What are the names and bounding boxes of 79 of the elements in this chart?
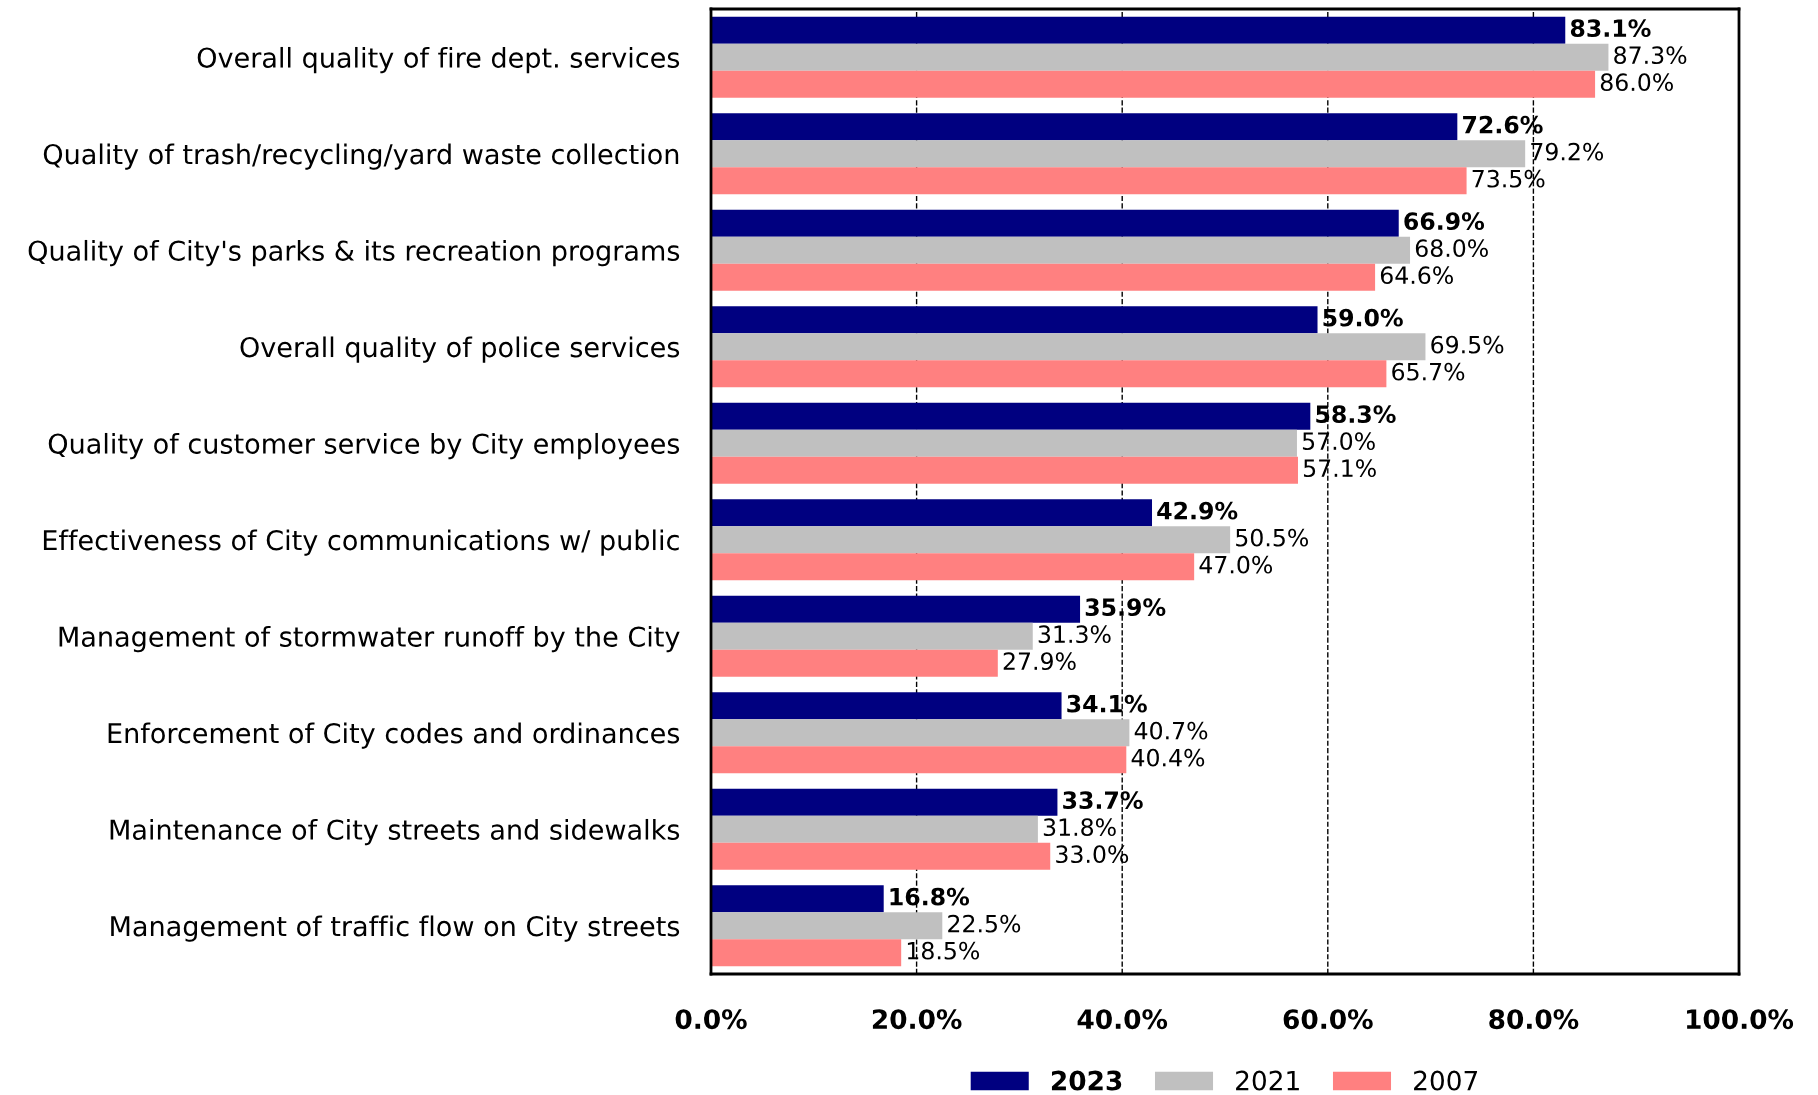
bar [711,263,1376,291]
bar [711,306,1318,334]
y-tick-label: Overall quality of police services [240,336,680,363]
data-label: 57.1% [1303,459,1376,478]
y-tick-label: Overall quality of fire dept. services [197,46,680,74]
bar [711,402,1311,430]
data-label: 59.0% [1323,308,1403,327]
bar [711,842,1051,870]
legend-label: 2021 [1236,1070,1299,1091]
bar [711,719,1130,747]
bar [711,499,1153,527]
y-tick-label: Quality of trash/recycling/yard waste collection [43,143,679,170]
y-tick-label: Enforcement of City codes and ordinances [108,722,680,749]
bar [711,360,1387,388]
x-tick-label: 0.0% [675,1009,747,1030]
bar [711,746,1127,774]
bar [711,815,1038,843]
bar [711,429,1297,457]
data-label: 57.0% [1302,432,1375,451]
data-label: 83.1% [1570,19,1651,38]
bar [711,939,902,967]
data-label: 64.6% [1380,266,1453,285]
data-label: 86.0% [1600,73,1673,92]
bar [711,595,1081,623]
bar [711,912,943,940]
data-label: 87.3% [1614,46,1687,65]
x-tick-label: 40.0% [1077,1009,1168,1030]
bar [711,788,1058,816]
data-label: 68.0% [1415,239,1488,258]
bar [711,526,1231,554]
bar [711,333,1426,361]
data-label: 27.9% [1003,652,1076,671]
x-tick-label: 100.0% [1687,1009,1794,1030]
x-tick-label: 60.0% [1283,1009,1373,1030]
data-label: 47.0% [1199,555,1273,574]
bar [711,209,1399,237]
data-label: 65.7% [1392,362,1465,381]
y-tick-label: Maintenance of City streets and sidewalks [110,818,680,846]
data-label: 50.5% [1236,528,1309,547]
legend-label: 2023 [1051,1070,1122,1091]
bar [711,43,1609,71]
bar [711,236,1411,264]
bar [711,113,1458,141]
data-label: 31.3% [1038,625,1111,644]
y-tick-label: Effectiveness of City communications w/ public [43,529,679,556]
y-tick-label: Management of stormwater runoff by the City [59,625,680,653]
y-tick-label: Quality of customer service by City employees [48,432,680,460]
bar [711,649,998,677]
data-label: 35.9% [1085,598,1166,617]
bar [711,16,1566,44]
y-tick-label: Quality of City's parks & its recreation programs [28,239,680,267]
bar [711,70,1596,98]
bar [711,885,884,913]
data-label: 69.5% [1431,335,1504,354]
x-tick-label: 20.0% [872,1009,962,1030]
bar [711,140,1526,168]
data-label: 79.2% [1531,142,1604,161]
bar [711,456,1298,484]
data-label: 33.7% [1063,791,1143,810]
y-tick-label: Management of traffic flow on City streets [111,915,680,942]
x-tick-label: 80.0% [1489,1009,1579,1030]
data-label: 34.1% [1067,694,1147,713]
data-label: 73.5% [1472,169,1545,188]
bar [711,622,1033,650]
data-label: 40.7% [1134,721,1208,740]
data-label: 42.9% [1157,501,1238,520]
data-label: 22.5% [948,914,1021,933]
bar [711,167,1467,195]
data-label: 40.4% [1131,748,1205,767]
data-label: 31.8% [1043,818,1116,837]
bar [711,553,1195,581]
data-label: 58.3% [1316,405,1396,424]
bar [711,692,1062,720]
data-label: 16.8% [890,887,970,906]
data-label: 33.0% [1056,845,1129,864]
data-label: 18.5% [907,941,980,960]
legend-label: 2007 [1414,1070,1478,1091]
data-label: 72.6% [1463,115,1543,134]
data-label: 66.9% [1404,212,1485,231]
